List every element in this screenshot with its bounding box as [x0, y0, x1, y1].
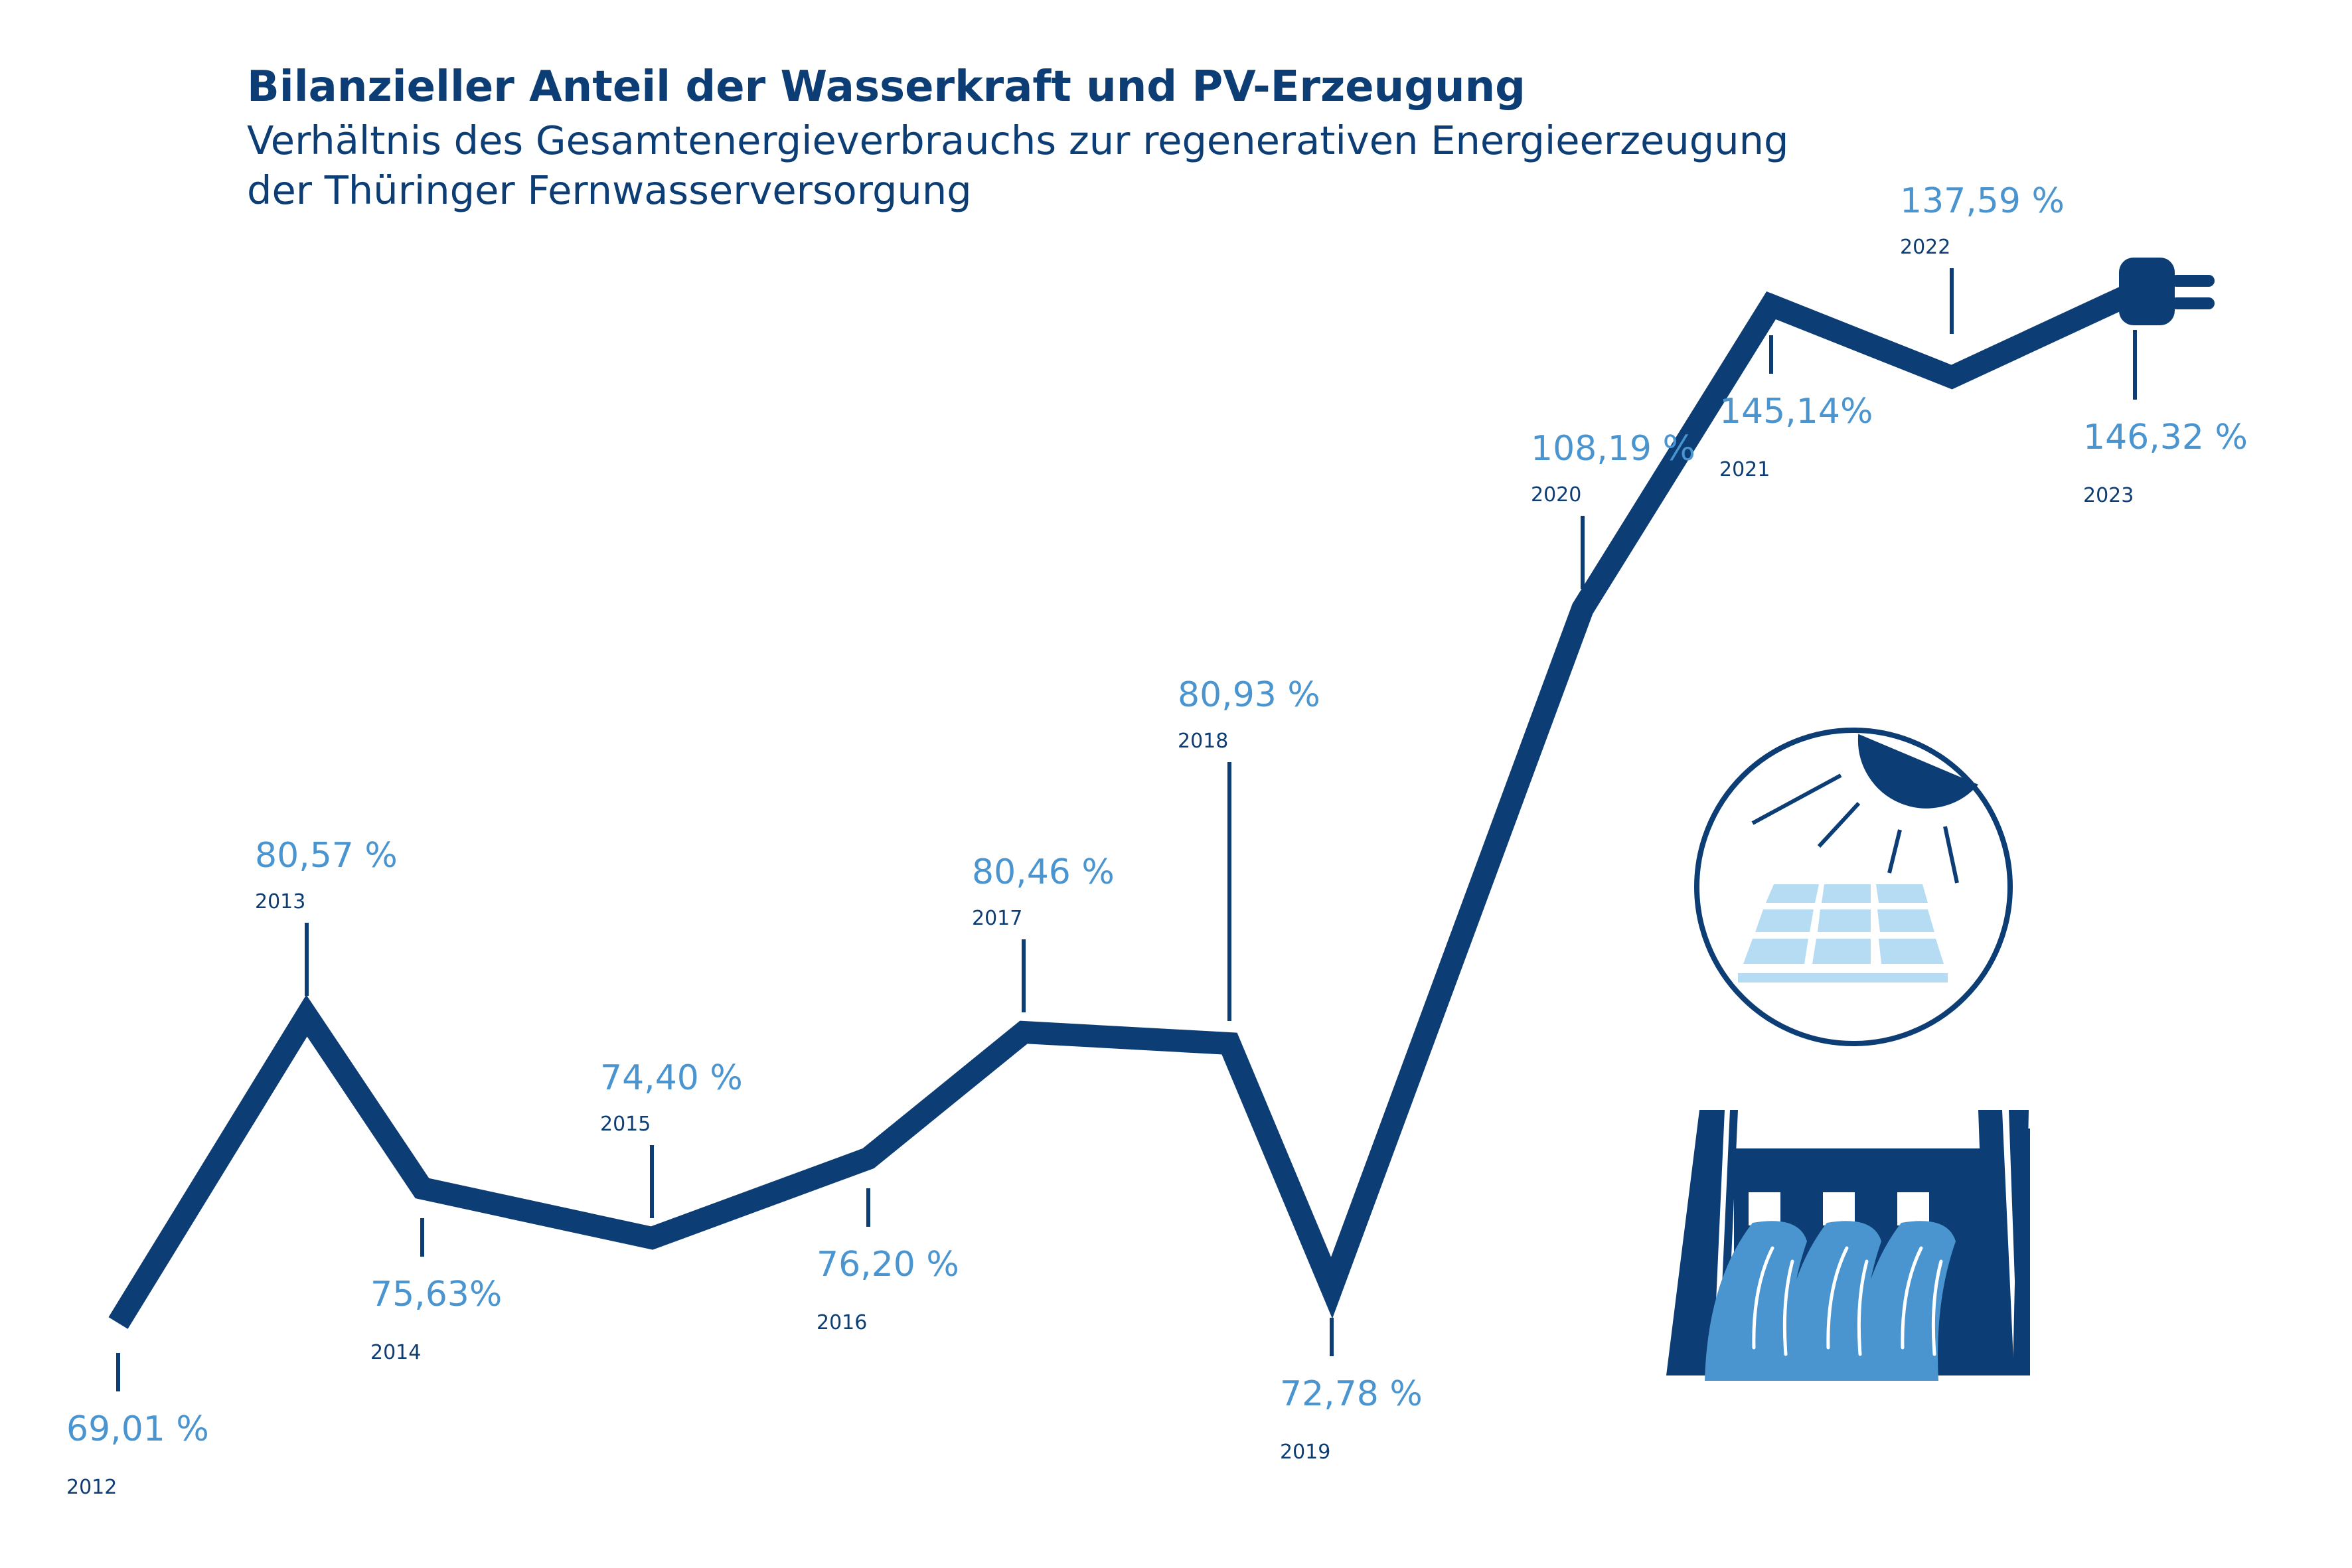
- value-label-2019: 72,78 %: [1280, 1374, 1423, 1414]
- value-label-2020: 108,19 %: [1531, 429, 1695, 469]
- value-label-2022: 137,59 %: [1900, 181, 2065, 221]
- hydro-dam-icon: [1666, 1110, 2030, 1381]
- chart-title: Bilanzieller Anteil der Wasserkraft und …: [247, 62, 1526, 112]
- year-label-2023: 2023: [2083, 484, 2134, 507]
- value-label-2017: 80,46 %: [972, 852, 1115, 892]
- year-label-2022: 2022: [1900, 236, 1950, 259]
- year-label-2016: 2016: [817, 1311, 867, 1334]
- value-label-2014: 75,63%: [370, 1275, 502, 1314]
- series-line: [108, 281, 2140, 1329]
- plug-icon: [2119, 258, 2215, 325]
- title-block: Bilanzieller Anteil der Wasserkraft und …: [247, 58, 1788, 215]
- value-label-2015: 74,40 %: [600, 1058, 743, 1098]
- year-label-2012: 2012: [66, 1476, 117, 1499]
- value-label-2013: 80,57 %: [255, 836, 398, 876]
- year-label-2020: 2020: [1531, 483, 1581, 507]
- year-label-2015: 2015: [600, 1113, 651, 1136]
- tick-marks: [116, 268, 2137, 1391]
- year-label-2018: 2018: [1178, 730, 1228, 753]
- chart-subtitle-line2: der Thüringer Fernwasserversorgung: [247, 167, 972, 213]
- year-label-2017: 2017: [972, 907, 1022, 930]
- year-label-2013: 2013: [255, 890, 305, 913]
- year-label-2021: 2021: [1719, 458, 1770, 481]
- value-label-2023: 146,32 %: [2083, 418, 2248, 457]
- year-label-2019: 2019: [1280, 1441, 1330, 1464]
- solar-panel-icon: [1694, 728, 2013, 1046]
- data-labels: 69,01 % 2012 80,57 % 2013 75,63% 2014 74,40 % 2…: [66, 181, 2248, 1499]
- value-label-2012: 69,01 %: [66, 1409, 209, 1449]
- year-label-2014: 2014: [370, 1341, 421, 1364]
- chart-subtitle-line1: Verhältnis des Gesamtenergieverbrauchs z…: [247, 118, 1789, 163]
- value-label-2021: 145,14%: [1719, 392, 1873, 431]
- value-label-2018: 80,93 %: [1178, 675, 1320, 715]
- value-label-2016: 76,20 %: [817, 1245, 959, 1285]
